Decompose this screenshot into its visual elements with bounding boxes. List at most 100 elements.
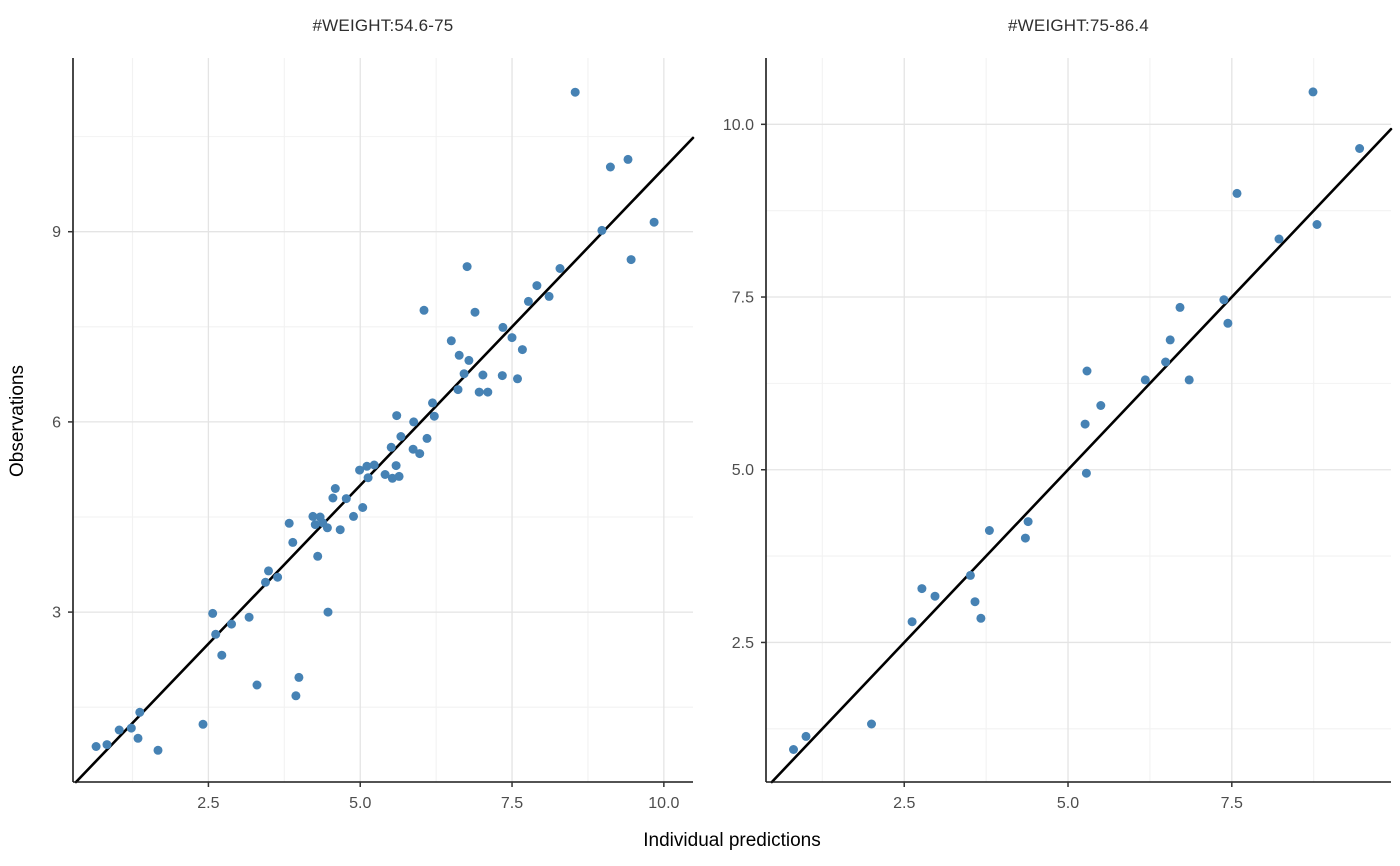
- data-point: [976, 613, 986, 623]
- data-point: [208, 608, 218, 618]
- x-tick-label: 2.5: [197, 795, 219, 812]
- data-point: [308, 511, 318, 521]
- x-axis-title: Individual predictions: [643, 830, 821, 851]
- data-point: [341, 494, 351, 504]
- data-point: [523, 296, 533, 306]
- data-point: [288, 537, 298, 547]
- x-tick-label: 10.0: [648, 795, 679, 812]
- data-point: [459, 369, 469, 379]
- data-point: [907, 617, 917, 627]
- data-point: [970, 597, 980, 607]
- facet-strip-title-left: #WEIGHT:54.6-75: [312, 16, 454, 35]
- data-point: [126, 723, 136, 733]
- identity-line: [770, 127, 1393, 784]
- y-tick-label: 6: [52, 414, 61, 431]
- data-point: [358, 503, 368, 512]
- panel-background: [766, 58, 1391, 782]
- x-tick-label: 7.5: [1221, 795, 1243, 812]
- data-point: [1355, 144, 1365, 153]
- data-point: [513, 374, 522, 384]
- data-point: [1312, 220, 1322, 229]
- data-point: [474, 387, 484, 397]
- data-point: [517, 345, 527, 355]
- data-point: [380, 470, 390, 479]
- data-point: [153, 745, 163, 755]
- data-point: [532, 281, 542, 291]
- data-point: [605, 162, 615, 172]
- data-point: [114, 725, 124, 735]
- data-point: [291, 691, 301, 701]
- data-point: [789, 745, 798, 754]
- data-point: [1020, 533, 1030, 543]
- x-tick-label: 5.0: [349, 795, 371, 812]
- data-point: [349, 511, 358, 521]
- data-point: [408, 444, 418, 454]
- x-tick-label: 5.0: [1057, 795, 1079, 812]
- data-point: [1175, 302, 1185, 312]
- data-point: [428, 398, 437, 408]
- data-point: [1165, 335, 1175, 345]
- data-point: [446, 336, 456, 346]
- data-point: [801, 731, 811, 741]
- y-tick-label: 7.5: [732, 290, 754, 307]
- data-point: [217, 650, 227, 660]
- x-tick-label: 2.5: [893, 795, 915, 812]
- data-point: [1161, 357, 1171, 367]
- data-point: [369, 460, 379, 470]
- data-point: [386, 442, 396, 452]
- data-point: [867, 719, 876, 729]
- data-point: [478, 370, 488, 380]
- data-point: [1219, 295, 1229, 305]
- data-point: [623, 154, 633, 164]
- data-point: [419, 305, 429, 315]
- data-point: [1274, 234, 1284, 244]
- data-point: [91, 742, 101, 751]
- data-point: [261, 577, 270, 587]
- data-point: [330, 484, 340, 493]
- data-point: [294, 672, 304, 682]
- data-point: [483, 387, 493, 397]
- facet-strip-title-right: #WEIGHT:75-86.4: [1008, 16, 1149, 35]
- data-point: [1082, 366, 1092, 376]
- data-point: [626, 255, 636, 265]
- data-point: [335, 525, 345, 535]
- data-point: [930, 591, 940, 601]
- facet-panel-1: 2.5 5.0 7.5 2.5 5.0 7.5 10.0: [723, 58, 1393, 812]
- data-point: [102, 740, 112, 750]
- data-point: [391, 461, 401, 471]
- data-point: [396, 432, 406, 441]
- x-tick-label: 7.5: [501, 795, 523, 812]
- data-point: [198, 719, 208, 729]
- data-point: [1096, 401, 1106, 410]
- data-point: [453, 385, 463, 395]
- data-point: [462, 262, 472, 272]
- identity-line: [74, 136, 695, 784]
- data-point: [570, 87, 580, 97]
- data-point: [322, 523, 332, 533]
- data-point: [497, 371, 507, 381]
- y-axis-title: Observations: [7, 365, 28, 477]
- data-point: [1223, 318, 1233, 328]
- y-tick-label: 2.5: [732, 635, 754, 652]
- data-point: [310, 520, 320, 530]
- data-point: [965, 570, 975, 580]
- data-point: [454, 350, 464, 360]
- panel-background: [73, 58, 693, 782]
- data-point: [1081, 468, 1091, 478]
- facet-panel-0: 2.5 5.0 7.5 10.0 3 6 9: [52, 58, 695, 812]
- data-point: [133, 733, 143, 743]
- data-point: [244, 612, 254, 622]
- data-point: [597, 225, 607, 235]
- data-point: [323, 607, 333, 617]
- data-point: [1184, 375, 1194, 385]
- data-point: [394, 471, 404, 481]
- y-tick-label: 10.0: [723, 117, 754, 134]
- data-point: [415, 449, 425, 459]
- data-point: [284, 518, 294, 528]
- data-point: [227, 619, 236, 629]
- data-point: [1232, 188, 1242, 198]
- data-point: [464, 355, 474, 365]
- data-point: [984, 526, 994, 535]
- data-point: [362, 461, 372, 471]
